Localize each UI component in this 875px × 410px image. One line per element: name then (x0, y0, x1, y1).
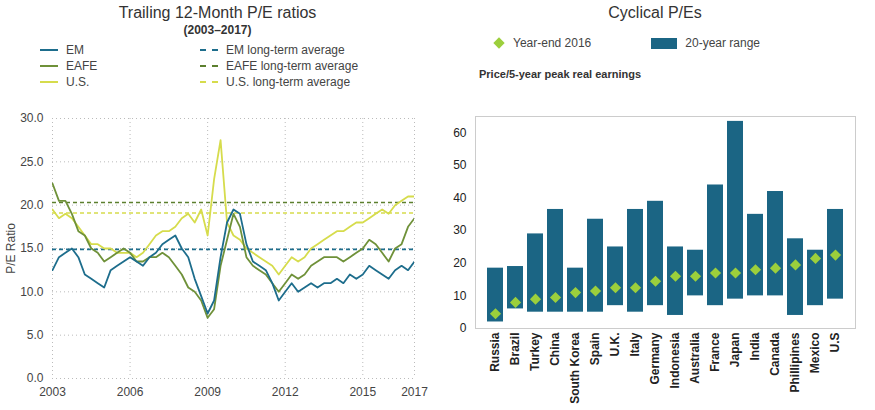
svg-text:Mexico: Mexico (808, 333, 822, 374)
svg-text:Australia: Australia (688, 332, 702, 384)
svg-text:20.0: 20.0 (20, 198, 44, 212)
svg-text:France: France (708, 332, 722, 372)
svg-text:20: 20 (453, 256, 467, 270)
svg-text:Indonesia: Indonesia (668, 332, 682, 388)
svg-text:2012: 2012 (272, 385, 299, 399)
svg-text:India: India (748, 332, 762, 360)
html-text:EAFE long-term average: EAFE long-term average (226, 59, 359, 73)
svg-text:Turkey: Turkey (528, 332, 542, 371)
svg-text:P/E Ratio: P/E Ratio (4, 223, 18, 274)
svg-text:40: 40 (453, 191, 467, 205)
svg-text:Germany: Germany (648, 332, 662, 384)
svg-text:2003: 2003 (39, 385, 66, 399)
html-text:Price/5-year peak real earning: Price/5-year peak real earnings (479, 68, 641, 80)
svg-text:South Korea: South Korea (568, 332, 582, 404)
svg-text:2017: 2017 (401, 385, 428, 399)
svg-text:Phillipines: Phillipines (788, 332, 802, 392)
html-text:Year-end 2016: Year-end 2016 (513, 36, 592, 50)
svg-text:China: China (548, 332, 562, 366)
html-text:Trailing 12-Month P/E ratios: Trailing 12-Month P/E ratios (118, 4, 317, 21)
svg-text:10: 10 (453, 289, 467, 303)
svg-text:60: 60 (453, 126, 467, 140)
html-text:EM long-term average: EM long-term average (226, 43, 345, 57)
svg-text:5.0: 5.0 (27, 328, 44, 342)
svg-text:U.S: U.S (828, 333, 842, 353)
svg-text:Brazil: Brazil (508, 333, 522, 366)
svg-text:Italy: Italy (628, 332, 642, 356)
svg-text:Japan: Japan (728, 333, 742, 368)
svg-text:0: 0 (460, 321, 467, 335)
svg-text:Spain: Spain (588, 333, 602, 366)
svg-text:Russia: Russia (488, 332, 502, 372)
svg-text:30.0: 30.0 (20, 111, 44, 125)
html-text:EM: EM (66, 43, 84, 57)
svg-text:10.0: 10.0 (20, 285, 44, 299)
html-text:U.S.: U.S. (66, 75, 90, 89)
svg-text:25.0: 25.0 (20, 155, 44, 169)
html-text:EAFE: EAFE (66, 59, 98, 73)
svg-text:2006: 2006 (117, 385, 144, 399)
html-text:U.S. long-term average: U.S. long-term average (226, 75, 351, 89)
svg-text:2015: 2015 (349, 385, 376, 399)
svg-text:2009: 2009 (194, 385, 221, 399)
svg-text:0.0: 0.0 (27, 371, 44, 385)
html-text:(2003–2017): (2003–2017) (183, 23, 252, 37)
svg-text:15.0: 15.0 (20, 241, 44, 255)
svg-text:Canada: Canada (768, 332, 782, 376)
svg-text:30: 30 (453, 223, 467, 237)
svg-text:50: 50 (453, 158, 467, 172)
svg-text:U.K.: U.K. (608, 333, 622, 357)
html-text:20-year range: 20-year range (685, 36, 760, 50)
html-text:Cyclical P/Es: Cyclical P/Es (608, 4, 702, 21)
